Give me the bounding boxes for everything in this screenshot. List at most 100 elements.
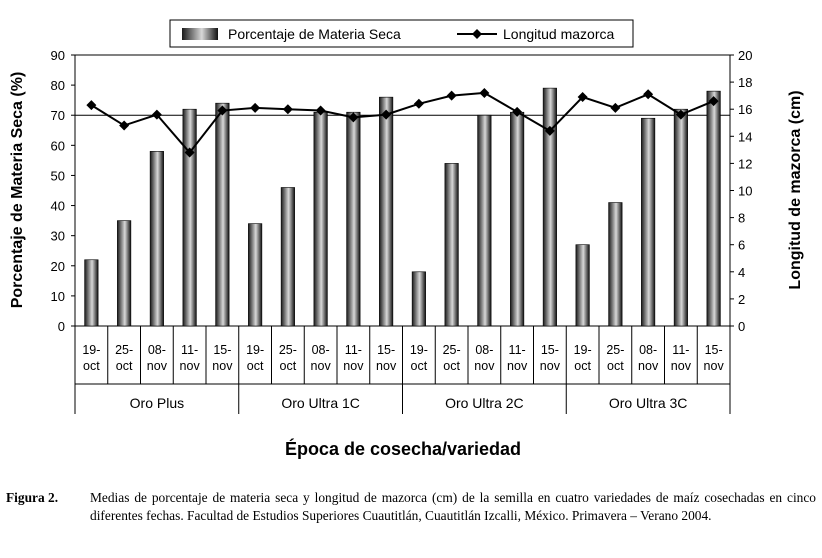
bar bbox=[248, 223, 263, 327]
x-axis-title: Época de cosecha/variedad bbox=[285, 438, 521, 459]
line-point bbox=[479, 87, 490, 98]
bar bbox=[510, 111, 525, 327]
x-tick-label-month: nov bbox=[147, 359, 168, 373]
x-tick-label-month: nov bbox=[180, 359, 201, 373]
x-tick-label-day: 11- bbox=[345, 343, 362, 357]
bar-series bbox=[84, 87, 721, 327]
right-tick-label: 8 bbox=[738, 211, 745, 226]
legend-line-label: Longitud mazorca bbox=[503, 26, 615, 42]
x-tick-label-day: 25- bbox=[279, 343, 297, 357]
x-tick-label-day: 19- bbox=[82, 343, 100, 357]
x-tick-label-month: nov bbox=[343, 359, 364, 373]
x-tick-label-month: oct bbox=[247, 359, 264, 373]
bar bbox=[542, 87, 557, 327]
x-tick-label-day: 15- bbox=[541, 343, 559, 357]
bar bbox=[641, 117, 656, 327]
line-point bbox=[544, 125, 555, 136]
combo-chart: Porcentaje de Materia Seca Longitud mazo… bbox=[9, 19, 804, 459]
line-point bbox=[708, 96, 719, 107]
caption-text: Medias de porcentaje de materia seca y l… bbox=[90, 490, 816, 523]
line-point bbox=[282, 104, 293, 115]
x-tick-label-month: nov bbox=[671, 359, 692, 373]
bar bbox=[346, 111, 361, 327]
line-point bbox=[315, 105, 326, 116]
x-tick-label-day: 11- bbox=[181, 343, 198, 357]
right-tick-label: 4 bbox=[738, 265, 745, 280]
x-tick-label-month: nov bbox=[540, 359, 561, 373]
left-axis-ticks: 0 10 20 30 40 50 60 70 80 90 bbox=[51, 48, 75, 334]
series-line-longitud bbox=[90, 91, 715, 155]
left-tick-label: 50 bbox=[51, 168, 65, 183]
x-tick-label-day: 15- bbox=[213, 343, 231, 357]
group-label: Oro Ultra 2C bbox=[445, 395, 524, 411]
x-tick-label-day: 19- bbox=[246, 343, 264, 357]
legend-bar-label: Porcentaje de Materia Seca bbox=[228, 26, 401, 42]
plot-area bbox=[74, 54, 731, 327]
left-tick-label: 70 bbox=[51, 108, 65, 123]
group-label: Oro Plus bbox=[130, 395, 184, 411]
x-tick-label-month: oct bbox=[574, 359, 591, 373]
line-series bbox=[86, 87, 719, 158]
group-label: Oro Ultra 1C bbox=[281, 395, 360, 411]
line-point bbox=[151, 109, 162, 120]
x-tick-label-month: oct bbox=[443, 359, 460, 373]
line-point bbox=[413, 98, 424, 109]
right-tick-label: 6 bbox=[738, 238, 745, 253]
bar bbox=[280, 187, 295, 327]
line-point bbox=[381, 109, 392, 120]
left-axis-title: Porcentaje de Materia Seca (%) bbox=[9, 72, 26, 309]
x-tick-label-day: 08- bbox=[312, 343, 330, 357]
bar bbox=[706, 90, 721, 327]
line-point bbox=[512, 106, 523, 117]
line-point bbox=[119, 120, 130, 131]
x-tick-label-day: 08- bbox=[148, 343, 166, 357]
left-tick-label: 20 bbox=[51, 259, 65, 274]
bar bbox=[444, 163, 459, 327]
x-tick-label-month: nov bbox=[704, 359, 725, 373]
x-tick-label-day: 08- bbox=[639, 343, 657, 357]
bar bbox=[182, 108, 197, 327]
left-tick-label: 60 bbox=[51, 138, 65, 153]
legend-box bbox=[169, 19, 634, 48]
left-tick-label: 0 bbox=[58, 319, 65, 334]
x-tick-label-day: 19- bbox=[410, 343, 428, 357]
x-tick-label-month: nov bbox=[507, 359, 528, 373]
x-tick-label-day: 15- bbox=[705, 343, 723, 357]
left-tick-label: 80 bbox=[51, 78, 65, 93]
x-tick-label-day: 11- bbox=[672, 343, 689, 357]
bar bbox=[411, 271, 426, 327]
x-tick-label-day: 25- bbox=[606, 343, 624, 357]
legend-line-marker bbox=[472, 29, 482, 39]
line-point bbox=[577, 92, 588, 103]
bar bbox=[477, 114, 492, 327]
right-tick-label: 16 bbox=[738, 102, 752, 117]
bar bbox=[84, 259, 99, 327]
line-point bbox=[446, 90, 457, 101]
x-tick-label-month: oct bbox=[116, 359, 133, 373]
bar bbox=[608, 202, 623, 327]
right-tick-label: 18 bbox=[738, 75, 752, 90]
x-tick-label-month: oct bbox=[607, 359, 624, 373]
x-tick-label-day: 08- bbox=[475, 343, 493, 357]
x-tick-label-month: oct bbox=[411, 359, 428, 373]
left-tick-label: 90 bbox=[51, 48, 65, 63]
line-point bbox=[184, 147, 195, 158]
caption-label: Figura 2. bbox=[6, 490, 59, 505]
x-category-table: 19- oct 25- oct 08- nov 11- nov 15- nov 19- oct 25- o… bbox=[74, 326, 731, 414]
line-point bbox=[675, 109, 686, 120]
line-point bbox=[250, 102, 261, 113]
legend: Porcentaje de Materia Seca Longitud mazo… bbox=[169, 19, 634, 48]
right-axis-title: Longitud de mazorca (cm) bbox=[787, 90, 804, 289]
right-tick-label: 0 bbox=[738, 319, 745, 334]
x-tick-label-month: nov bbox=[638, 359, 659, 373]
left-tick-label: 10 bbox=[51, 289, 65, 304]
x-tick-label-day: 19- bbox=[574, 343, 592, 357]
x-tick-label-month: nov bbox=[474, 359, 495, 373]
right-tick-label: 14 bbox=[738, 129, 752, 144]
bar bbox=[117, 220, 132, 327]
bar bbox=[575, 244, 590, 327]
bar bbox=[313, 111, 328, 327]
x-tick-label-month: nov bbox=[212, 359, 233, 373]
x-tick-label-day: 15- bbox=[377, 343, 395, 357]
bar bbox=[673, 108, 688, 327]
